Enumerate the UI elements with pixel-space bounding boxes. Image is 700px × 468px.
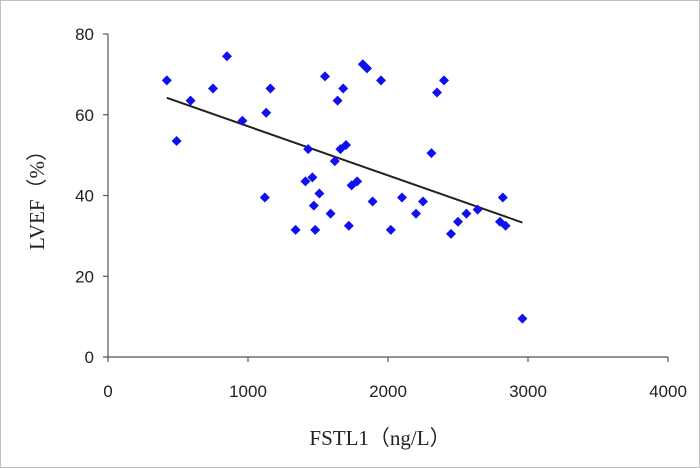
data-point — [329, 156, 340, 167]
y-ticks: 0 20 40 60 80 — [75, 25, 108, 367]
data-point — [472, 204, 483, 215]
data-point — [265, 83, 276, 94]
data-point — [397, 192, 407, 203]
data-point — [300, 176, 311, 187]
x-tick-label: 2000 — [369, 382, 407, 401]
data-point — [310, 224, 321, 235]
y-axis-title: LVEF（%） — [25, 140, 49, 250]
data-point — [343, 220, 354, 231]
x-axis-title: FSTL1（ng/L） — [309, 426, 450, 450]
data-point — [222, 51, 232, 62]
data-point — [432, 87, 442, 98]
data-point — [439, 75, 449, 86]
data-point — [500, 220, 511, 231]
data-point — [290, 224, 301, 235]
data-point — [446, 228, 456, 239]
data-point — [320, 71, 330, 82]
y-tick-label: 40 — [75, 187, 94, 206]
data-point — [411, 208, 421, 219]
data-point — [307, 172, 318, 183]
data-point — [261, 107, 272, 118]
x-tick-label: 4000 — [649, 382, 687, 401]
data-point — [453, 216, 463, 227]
data-point — [385, 224, 396, 235]
x-tick-label: 3000 — [509, 382, 547, 401]
data-point — [325, 208, 336, 219]
x-tick-label: 1000 — [229, 382, 267, 401]
y-tick-label: 0 — [85, 348, 94, 367]
data-point — [308, 200, 319, 211]
data-point — [517, 313, 528, 324]
data-point — [303, 144, 314, 155]
data-point — [338, 83, 349, 94]
data-point — [208, 83, 218, 94]
data-point — [237, 115, 248, 126]
data-point — [185, 95, 196, 106]
data-point — [418, 196, 428, 207]
y-tick-label: 60 — [75, 106, 94, 125]
data-points — [161, 51, 528, 324]
axes — [107, 34, 668, 358]
data-point — [352, 176, 363, 187]
data-point — [259, 192, 270, 203]
x-tick-label: 0 — [103, 382, 112, 401]
data-point — [461, 208, 472, 219]
data-point — [171, 135, 182, 146]
data-point — [367, 196, 378, 207]
y-tick-label: 80 — [75, 25, 94, 44]
data-point — [497, 192, 508, 203]
y-tick-label: 20 — [75, 267, 94, 286]
data-point — [376, 75, 386, 86]
data-point — [341, 140, 351, 151]
data-point — [426, 148, 437, 159]
data-point — [314, 188, 325, 199]
x-ticks: 0 1000 2000 3000 4000 — [103, 357, 687, 401]
data-point — [161, 75, 172, 86]
data-point — [332, 95, 343, 106]
data-point — [362, 63, 372, 74]
trendline — [166, 96, 523, 224]
